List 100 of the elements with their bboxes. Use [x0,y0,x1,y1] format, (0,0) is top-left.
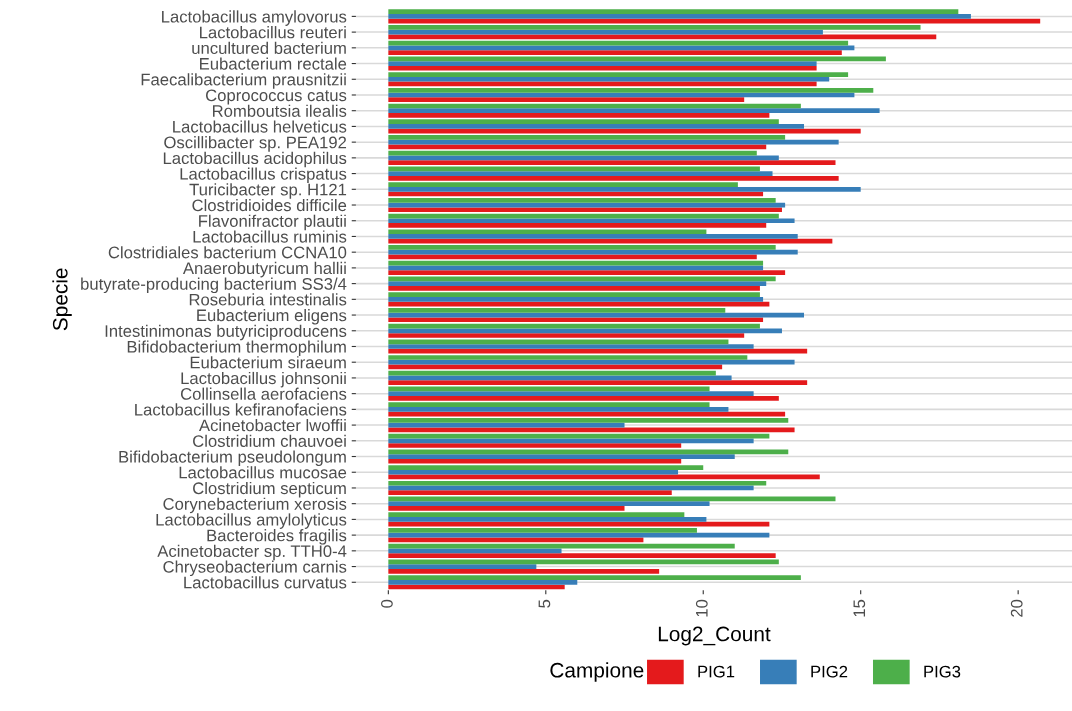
y-tick-label: Lactobacillus curvatus [184,576,347,589]
bar [388,50,842,55]
bar [388,355,748,360]
bar [388,197,776,203]
bar [388,249,798,255]
bar [388,469,679,475]
bar [388,480,767,486]
bar [388,296,764,302]
y-tick-label: Oscillibacter sp. PEA192 [164,136,347,152]
x-tick-label: 15 [853,599,866,617]
bar [388,564,537,569]
bar [388,443,682,448]
bar [388,579,578,585]
y-tick-label: Acinetobacter sp. TTH0-4 [157,544,347,561]
bar [388,317,764,323]
y-tick-label: Eubacterium eligens [197,309,347,325]
bar [388,333,745,338]
bar [388,72,849,77]
bar [388,9,959,15]
y-axis-title: Specie [52,268,72,331]
bar [388,454,735,459]
bar [388,186,861,192]
bar [388,438,754,444]
bar [388,396,779,401]
bar [388,553,776,558]
bar [388,56,886,62]
bar [388,490,672,496]
bar [388,218,795,224]
y-tick-label: Lactobacillus helveticus [173,120,347,133]
bar [388,458,682,464]
legend-label: PIG1 [698,665,735,678]
y-tick-label: Lactobacillus amylolyticus [156,513,347,529]
bar [388,223,767,228]
y-tick-label: Collinsella aerofaciens [180,387,347,400]
y-tick-label: Lactobacillus amylovorus [162,10,347,26]
bar [388,359,795,365]
bar [388,407,729,412]
bar [388,449,789,455]
legend-label: PIG3 [924,665,961,678]
bar [388,160,836,165]
bar [388,537,644,543]
bar [388,65,817,71]
bar [388,344,754,349]
bar [388,501,710,507]
bar [388,512,685,518]
y-tick-label: Coprococcus catus [206,89,347,105]
bar [388,339,729,345]
y-tick-label: Lactobacillus ruminis [193,230,347,243]
y-tick-label: Turicibacter sp. H121 [189,183,347,199]
y-tick-label: Acinetobacter lwoffii [198,419,346,432]
y-tick-label: Bifidobacterium thermophilum [127,340,346,356]
y-tick-label: Corynebacterium xerosis [163,497,347,514]
bar [388,281,767,286]
bar [388,229,707,235]
bar [388,108,880,114]
bar [388,245,776,250]
bar [388,517,707,522]
bar [388,25,921,30]
y-tick-label: Clostridioides difficile [192,198,347,212]
bar [388,418,789,423]
bar [388,348,808,354]
y-tick-label: Lactobacillus johnsonii [181,371,346,388]
bar [388,45,855,51]
bar [388,307,726,313]
bar [388,34,937,40]
bar [388,171,773,176]
bar [388,14,971,19]
y-tick-label: Lactobacillus kefiranofaciens [135,403,347,416]
legend-title: Campione [550,662,644,682]
y-tick-label: Faecalibacterium prausnitzii [141,73,346,89]
bar [388,427,795,433]
bar [388,97,745,103]
bar [388,139,839,145]
y-tick-label: Chryseobacterium carnis [163,560,347,577]
bar [388,175,839,181]
bar [388,380,808,385]
bar [388,402,710,408]
y-tick-label: Bacteroides fragilis [207,529,347,545]
bar [388,285,760,291]
bar [388,270,786,275]
bar [388,182,738,187]
y-tick-label: uncultured bacterium [192,41,346,55]
bar [388,207,782,213]
y-tick-label: Intestinimonas butyriciproducens [105,324,347,341]
y-tick-label: Lactobacillus mucosae [179,466,347,479]
bar [388,119,779,125]
y-tick-label: Eubacterium siraeum [190,356,346,369]
legend-label: PIG2 [811,665,848,678]
y-tick-label: Anaerobutyricum hallii [182,261,346,278]
bar [388,548,562,554]
y-tick-label: Clostridium septicum [193,481,346,498]
bar [388,328,782,334]
bar [388,113,770,118]
y-tick-label: Flavonifractor plautii [199,214,346,231]
bar [388,506,625,511]
bar [388,238,833,244]
y-tick-label: Eubacterium rectale [200,57,347,70]
bar [388,559,779,565]
y-tick-label: Clostridium chauvoei [193,434,346,447]
bar [388,124,805,129]
